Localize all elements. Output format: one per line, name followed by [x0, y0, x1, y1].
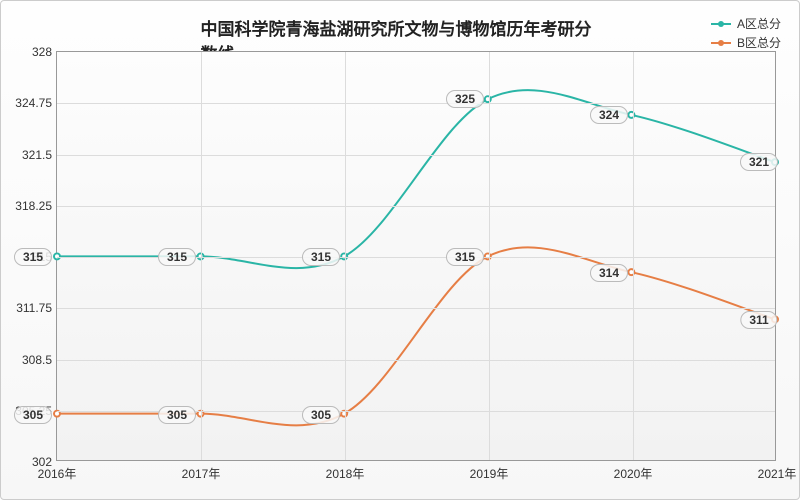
legend-label-b: B区总分 — [737, 34, 781, 51]
data-point-label: 315 — [14, 248, 52, 266]
legend-item-b: B区总分 — [711, 34, 781, 51]
y-axis-tick: 308.5 — [7, 353, 52, 367]
y-axis-tick: 324.75 — [7, 96, 52, 110]
gridline-horizontal — [57, 103, 775, 104]
legend-swatch-b — [711, 42, 731, 44]
data-point-label: 305 — [302, 406, 340, 424]
data-point-label: 325 — [446, 90, 484, 108]
data-point-label: 305 — [14, 406, 52, 424]
x-axis-tick: 2017年 — [182, 465, 221, 482]
gridline-horizontal — [57, 155, 775, 156]
x-axis-tick: 2019年 — [470, 465, 509, 482]
data-point-label: 324 — [590, 106, 628, 124]
gridline-horizontal — [57, 206, 775, 207]
gridline-vertical — [345, 52, 346, 460]
data-point-label: 321 — [740, 153, 778, 171]
series-line — [57, 247, 775, 425]
x-axis-tick: 2018年 — [326, 465, 365, 482]
y-axis-tick: 328 — [7, 45, 52, 59]
gridline-vertical — [201, 52, 202, 460]
x-axis-tick: 2016年 — [38, 465, 77, 482]
data-point-label: 314 — [590, 264, 628, 282]
y-axis-tick: 318.25 — [7, 199, 52, 213]
gridline-vertical — [633, 52, 634, 460]
x-axis-tick: 2021年 — [758, 465, 797, 482]
plot-area: 302305.25308.5311.75315318.25321.5324.75… — [56, 51, 776, 461]
gridline-horizontal — [57, 360, 775, 361]
gridline-vertical — [489, 52, 490, 460]
legend-swatch-a — [711, 23, 731, 25]
data-point-label: 315 — [158, 248, 196, 266]
legend: A区总分 B区总分 — [711, 15, 781, 53]
series-line — [57, 90, 775, 268]
data-point-label: 315 — [302, 248, 340, 266]
data-point-label: 315 — [446, 248, 484, 266]
legend-item-a: A区总分 — [711, 15, 781, 32]
y-axis-tick: 311.75 — [7, 301, 52, 315]
y-axis-tick: 321.5 — [7, 148, 52, 162]
gridline-horizontal — [57, 308, 775, 309]
chart-container: 中国科学院青海盐湖研究所文物与博物馆历年考研分数线 A区总分 B区总分 3023… — [0, 0, 800, 500]
legend-label-a: A区总分 — [737, 15, 781, 32]
data-point-label: 305 — [158, 406, 196, 424]
x-axis-tick: 2020年 — [614, 465, 653, 482]
data-point-label: 311 — [740, 311, 777, 329]
